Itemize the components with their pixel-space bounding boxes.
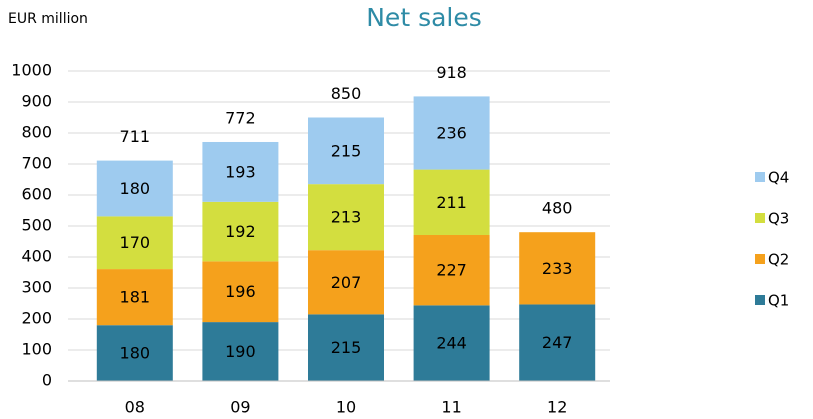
bar-segment xyxy=(519,232,596,305)
legend-label: Q4 xyxy=(768,169,789,187)
legend-label: Q1 xyxy=(768,292,789,310)
value-label: 247 xyxy=(542,333,573,352)
legend-label: Q2 xyxy=(768,251,789,269)
bar-segment xyxy=(308,314,384,381)
legend-swatch xyxy=(755,295,765,305)
y-tick-label: 1000 xyxy=(11,61,52,80)
value-label: 211 xyxy=(436,193,467,212)
value-label: 244 xyxy=(436,334,467,353)
bar-segment xyxy=(308,250,384,315)
x-tick-label: 12 xyxy=(547,398,567,417)
bar-segment xyxy=(202,201,279,262)
value-label: 215 xyxy=(331,141,362,160)
x-tick-label: 09 xyxy=(230,398,250,417)
bar-segment xyxy=(96,160,173,217)
legend-swatch xyxy=(755,172,765,182)
bar-segment xyxy=(413,96,490,170)
total-label: 772 xyxy=(225,108,256,127)
bar-segment xyxy=(413,169,490,235)
value-label: 233 xyxy=(542,259,573,278)
value-label: 196 xyxy=(225,282,256,301)
value-label: 170 xyxy=(120,233,151,252)
bar-segment xyxy=(96,325,173,381)
y-tick-label: 300 xyxy=(21,278,52,297)
legend-label: Q3 xyxy=(768,210,789,228)
bar-segment xyxy=(96,269,173,326)
y-tick-label: 200 xyxy=(21,309,52,328)
value-label: 190 xyxy=(225,342,256,361)
value-label: 181 xyxy=(120,288,151,307)
legend-swatch xyxy=(755,213,765,223)
value-label: 236 xyxy=(436,124,467,143)
bar-segment xyxy=(308,184,384,251)
y-tick-label: 600 xyxy=(21,185,52,204)
value-label: 215 xyxy=(331,338,362,357)
x-tick-label: 11 xyxy=(441,398,461,417)
total-label: 480 xyxy=(542,199,573,218)
value-label: 180 xyxy=(120,344,151,363)
bar-segment xyxy=(308,117,384,185)
value-label: 227 xyxy=(436,261,467,280)
value-label: 193 xyxy=(225,162,256,181)
x-tick-label: 10 xyxy=(336,398,356,417)
y-tick-label: 500 xyxy=(21,216,52,235)
value-label: 207 xyxy=(331,273,362,292)
bar-segment xyxy=(413,305,490,381)
bar-segment xyxy=(202,141,279,202)
value-label: 192 xyxy=(225,222,256,241)
y-tick-label: 100 xyxy=(21,340,52,359)
value-label: 213 xyxy=(331,208,362,227)
bar-segment xyxy=(96,216,173,270)
unit-label: EUR million xyxy=(8,11,88,27)
chart-title: Net sales xyxy=(366,3,482,32)
y-tick-label: 800 xyxy=(21,123,52,142)
x-tick-label: 08 xyxy=(125,398,145,417)
bar-segment xyxy=(519,304,596,381)
bar-segment xyxy=(413,234,490,306)
y-tick-label: 700 xyxy=(21,154,52,173)
total-label: 850 xyxy=(331,84,362,103)
y-tick-label: 400 xyxy=(21,247,52,266)
bar-segment xyxy=(202,322,279,381)
total-label: 918 xyxy=(436,63,467,82)
value-label: 180 xyxy=(120,179,151,198)
bar-segment xyxy=(202,261,279,323)
legend-swatch xyxy=(755,254,765,264)
y-tick-label: 900 xyxy=(21,92,52,111)
total-label: 711 xyxy=(120,127,151,146)
y-tick-label: 0 xyxy=(42,371,52,390)
